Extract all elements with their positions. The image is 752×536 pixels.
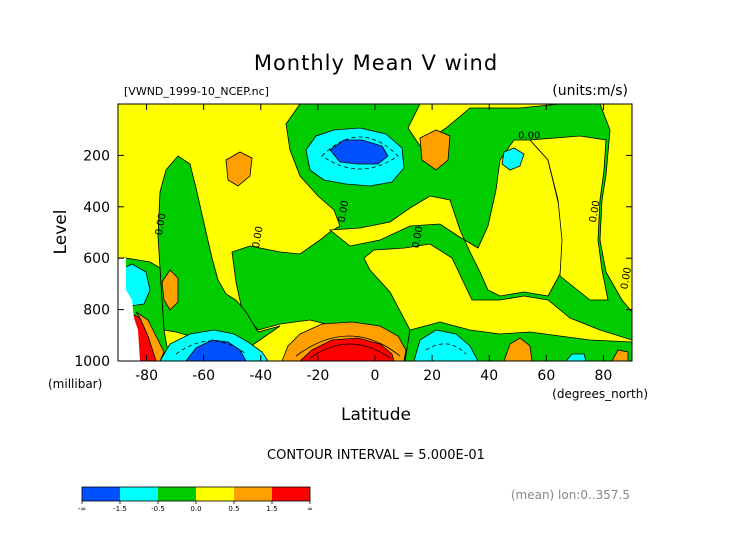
contour-label-4: 0.00 xyxy=(411,225,426,249)
colorbar-label-4: 0.5 xyxy=(228,505,239,513)
region-orange-c xyxy=(161,269,179,311)
colorbar-swatch-1 xyxy=(120,487,158,501)
colorbar-swatch-2 xyxy=(158,487,196,501)
region-orange-southeast xyxy=(503,337,533,361)
region-cyan-far-southeast xyxy=(565,353,587,361)
contour-label-0: 0.00 xyxy=(518,131,540,142)
colorbar-label-5: 1.5 xyxy=(266,505,277,513)
colorbar-label-0: -∞ xyxy=(78,505,86,513)
x-tick-label-3: -20 xyxy=(306,368,329,384)
x-tick-label-6: 40 xyxy=(480,368,498,384)
y-tick-label-2: 600 xyxy=(83,251,110,267)
region-orange-a xyxy=(225,151,253,187)
x-axis-label: Latitude xyxy=(341,405,411,425)
contour-label-2: 0.00 xyxy=(251,225,266,249)
region-cyan-southeast xyxy=(413,329,479,361)
region-missing-data xyxy=(118,258,140,361)
x-tick-label-1: -60 xyxy=(192,368,215,384)
region-cyan-north xyxy=(501,147,525,171)
colorbar-label-3: 0.0 xyxy=(190,505,201,513)
y-tick-label-0: 200 xyxy=(83,148,110,164)
region-orange-west-edge xyxy=(135,311,165,361)
y-axis-units: (millibar) xyxy=(48,377,102,391)
x-tick-label-8: 80 xyxy=(595,368,613,384)
x-axis-units: (degrees_north) xyxy=(552,387,648,401)
contour-label-5: 0.00 xyxy=(588,200,603,224)
contour-label-6: 0.00 xyxy=(619,266,634,290)
colorbar-label-1: -1.5 xyxy=(113,505,127,513)
contour-field xyxy=(118,104,632,361)
footer-lon-range: (mean) lon:0..357.5 xyxy=(511,488,630,502)
source-file-label: [VWND_1999-10_NCEP.nc] xyxy=(124,85,269,98)
region-blue-jet xyxy=(329,139,389,165)
x-tick-label-4: 0 xyxy=(371,368,380,384)
colorbar-swatch-4 xyxy=(234,487,272,501)
colorbar-swatch-0 xyxy=(82,487,120,501)
x-axis: -80 -60 -40 -20 0 20 40 60 80 xyxy=(135,104,612,384)
region-red-south xyxy=(299,337,395,361)
chart-title: Monthly Mean V wind xyxy=(254,51,498,75)
y-tick-label-4: 1000 xyxy=(74,354,110,370)
region-orange-far-southeast xyxy=(611,349,629,361)
y-tick-label-1: 400 xyxy=(83,200,110,216)
x-tick-label-2: -40 xyxy=(249,368,272,384)
y-tick-label-3: 800 xyxy=(83,303,110,319)
units-label: (units:m/s) xyxy=(552,83,628,99)
colorbar-label-2: -0.5 xyxy=(151,505,165,513)
x-tick-label-5: 20 xyxy=(423,368,441,384)
y-axis: 200 400 600 800 1000 xyxy=(74,148,632,370)
y-axis-label: Level xyxy=(51,210,71,255)
contour-interval-text: CONTOUR INTERVAL = 5.000E-01 xyxy=(267,448,485,463)
region-orange-b xyxy=(419,129,451,171)
positive-contours xyxy=(295,335,401,359)
region-yellow-island-b xyxy=(529,135,609,301)
colorbar-swatch-3 xyxy=(196,487,234,501)
colorbar-swatch-5 xyxy=(272,487,310,501)
negative-contours xyxy=(175,136,467,355)
colorbar-label-6: ∞ xyxy=(307,505,313,513)
contour-label-3: 0.00 xyxy=(337,200,352,224)
contour-labels: 0.00 0.00 0.00 0.00 0.00 0.00 0.00 xyxy=(154,131,634,291)
colorbar: -∞ -1.5 -0.5 0.0 0.5 1.5 ∞ xyxy=(78,486,313,513)
x-tick-label-0: -80 xyxy=(135,368,158,384)
contour-label-1: 0.00 xyxy=(154,212,169,236)
x-tick-label-7: 60 xyxy=(537,368,555,384)
